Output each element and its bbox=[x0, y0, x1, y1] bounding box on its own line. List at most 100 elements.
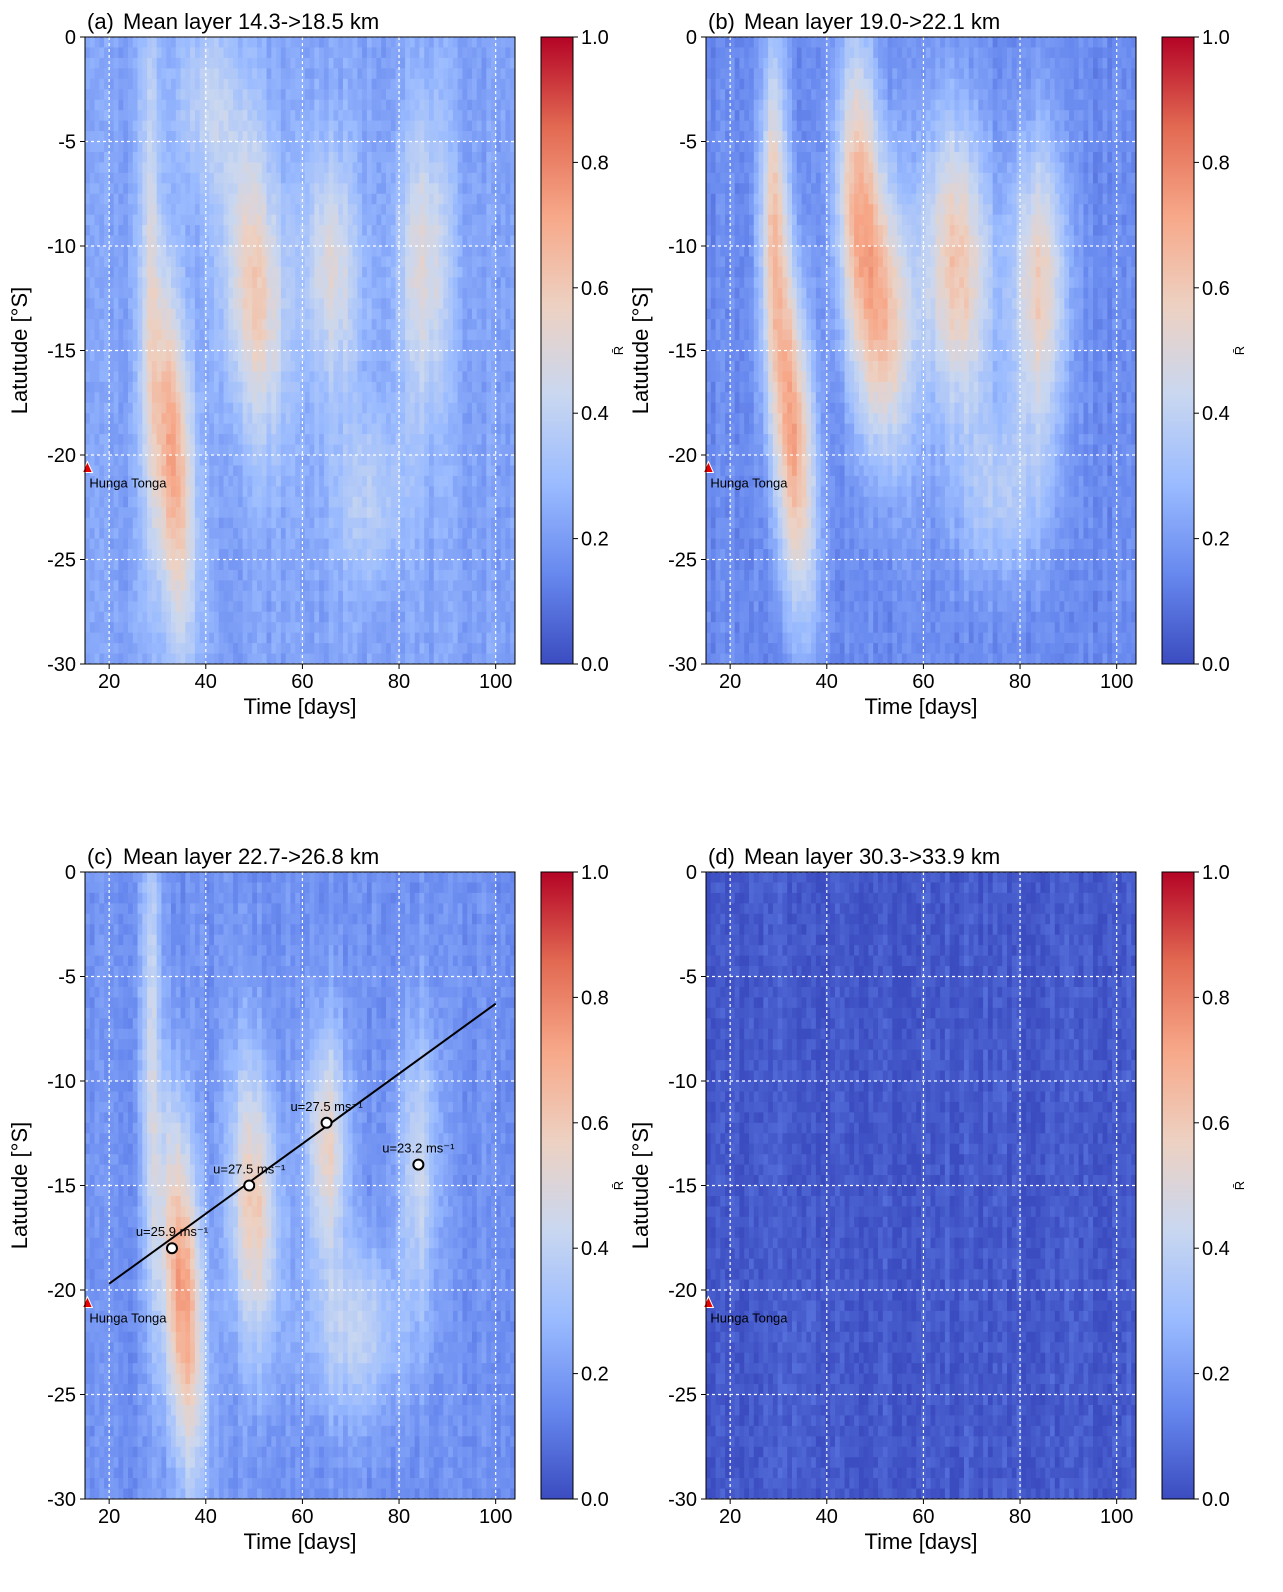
heatmap-cell bbox=[237, 120, 244, 132]
heatmap-cell bbox=[429, 131, 435, 143]
heatmap-cell bbox=[123, 486, 129, 498]
heatmap-cell bbox=[309, 528, 315, 540]
heatmap-cell bbox=[362, 120, 368, 132]
heatmap-cell bbox=[400, 413, 406, 425]
heatmap-cell bbox=[280, 99, 287, 111]
heatmap-cell bbox=[433, 256, 440, 268]
heatmap-cell bbox=[180, 455, 186, 467]
heatmap-cell bbox=[247, 162, 253, 174]
heatmap-cell bbox=[476, 549, 483, 561]
heatmap-cell bbox=[304, 151, 311, 163]
heatmap-cell bbox=[218, 287, 225, 299]
heatmap-cell bbox=[151, 308, 158, 320]
heatmap-cell bbox=[376, 340, 382, 352]
heatmap-cell bbox=[104, 120, 110, 132]
heatmap-cell bbox=[233, 611, 239, 623]
heatmap-cell bbox=[338, 256, 344, 268]
heatmap-cell bbox=[338, 569, 344, 581]
heatmap-cell bbox=[290, 266, 296, 278]
heatmap-cell bbox=[371, 601, 378, 613]
heatmap-cell bbox=[194, 235, 201, 247]
heatmap-cell bbox=[175, 266, 182, 278]
heatmap-cell bbox=[242, 120, 249, 132]
heatmap-cell bbox=[276, 475, 282, 487]
heatmap-cell bbox=[386, 99, 392, 111]
heatmap-cell bbox=[304, 99, 311, 111]
heatmap-cell bbox=[151, 475, 158, 487]
heatmap-cell bbox=[362, 89, 368, 101]
heatmap-cell bbox=[175, 611, 182, 623]
heatmap-cell bbox=[448, 266, 454, 278]
heatmap-cell bbox=[99, 517, 105, 529]
heatmap-cell bbox=[166, 517, 172, 529]
heatmap-cell bbox=[252, 413, 258, 425]
heatmap-cell bbox=[400, 434, 406, 446]
heatmap-cell bbox=[175, 590, 182, 602]
heatmap-cell bbox=[285, 340, 292, 352]
heatmap-cell bbox=[185, 580, 191, 592]
heatmap-cell bbox=[319, 131, 325, 143]
heatmap-cell bbox=[400, 78, 406, 90]
heatmap-cell bbox=[429, 653, 435, 664]
heatmap-cell bbox=[452, 538, 459, 550]
heatmap-cell bbox=[390, 392, 397, 404]
heatmap-cell bbox=[452, 287, 459, 299]
heatmap-cell bbox=[395, 580, 401, 592]
heatmap-cell bbox=[285, 225, 292, 237]
heatmap-cell bbox=[429, 444, 435, 456]
heatmap-cell bbox=[171, 183, 177, 195]
heatmap-cell bbox=[400, 131, 406, 143]
heatmap-cell bbox=[405, 47, 411, 59]
heatmap-cell bbox=[400, 455, 406, 467]
heatmap-cell bbox=[257, 475, 263, 487]
heatmap-cell bbox=[252, 110, 258, 122]
heatmap-cell bbox=[443, 256, 449, 268]
heatmap-cell bbox=[376, 549, 382, 561]
heatmap-cell bbox=[128, 580, 134, 592]
heatmap-cell bbox=[156, 507, 163, 519]
heatmap-cell bbox=[309, 246, 315, 258]
heatmap-cell bbox=[280, 465, 287, 477]
heatmap-cell bbox=[214, 131, 220, 143]
heatmap-cell bbox=[151, 632, 158, 644]
heatmap-cell bbox=[209, 580, 215, 592]
heatmap-cell bbox=[214, 653, 220, 664]
heatmap-cell bbox=[280, 68, 287, 80]
heatmap-cell bbox=[328, 360, 335, 372]
heatmap-cell bbox=[199, 475, 206, 487]
heatmap-cell bbox=[429, 99, 435, 111]
heatmap-cell bbox=[448, 47, 454, 59]
heatmap-cell bbox=[472, 360, 478, 372]
heatmap-cell bbox=[142, 120, 148, 132]
heatmap-cell bbox=[104, 580, 110, 592]
heatmap-cell bbox=[419, 507, 425, 519]
heatmap-cell bbox=[390, 78, 397, 90]
heatmap-cell bbox=[233, 475, 239, 487]
heatmap-cell bbox=[333, 214, 339, 226]
heatmap-cell bbox=[113, 235, 120, 247]
heatmap-cell bbox=[85, 99, 91, 111]
heatmap-cell bbox=[333, 131, 339, 143]
heatmap-cell bbox=[257, 465, 263, 477]
heatmap-cell bbox=[247, 486, 253, 498]
heatmap-cell bbox=[147, 319, 153, 331]
heatmap-cell bbox=[319, 350, 325, 362]
heatmap-cell bbox=[448, 538, 454, 550]
heatmap-cell bbox=[395, 308, 401, 320]
heatmap-cell bbox=[85, 225, 91, 237]
heatmap-cell bbox=[438, 455, 444, 467]
heatmap-cell bbox=[128, 298, 134, 310]
heatmap-cell bbox=[328, 381, 335, 393]
heatmap-cell bbox=[462, 277, 468, 289]
heatmap-cell bbox=[333, 632, 339, 644]
heatmap-cell bbox=[290, 528, 296, 540]
heatmap-cell bbox=[357, 277, 363, 289]
heatmap-cell bbox=[366, 277, 373, 289]
heatmap-cell bbox=[252, 151, 258, 163]
heatmap-cell bbox=[123, 632, 129, 644]
heatmap-cell bbox=[347, 528, 354, 540]
heatmap-cell bbox=[94, 360, 100, 372]
heatmap-cell bbox=[218, 434, 225, 446]
heatmap-cell bbox=[185, 444, 191, 456]
heatmap-cell bbox=[386, 611, 392, 623]
